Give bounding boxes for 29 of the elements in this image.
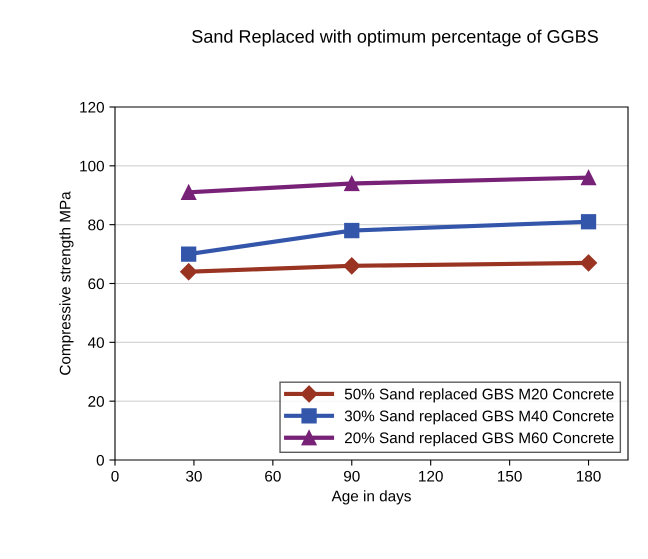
x-tick-label: 0 — [111, 470, 119, 482]
point — [180, 263, 198, 280]
point — [344, 176, 360, 192]
point — [181, 246, 196, 262]
x-tick-label: 90 — [344, 470, 360, 482]
chart-title: Sand Replaced with optimum percentage of GGBS — [192, 30, 598, 46]
y-axis-title: Compressive strength MPa — [59, 191, 74, 375]
x-tick-label: 150 — [498, 470, 522, 482]
legend-label: 30% Sand replaced GBS M40 Concrete — [344, 410, 614, 424]
point — [580, 214, 596, 230]
y-tick-label: 60 — [88, 278, 104, 290]
x-tick-label: 180 — [576, 470, 601, 482]
y-tick-label: 40 — [88, 337, 104, 348]
point — [580, 170, 596, 186]
y-tick-label: 80 — [88, 220, 104, 230]
legend-label: 20% Sand replaced GBS M60 Concrete — [344, 432, 614, 446]
x-tick-label: 120 — [419, 470, 443, 482]
y-tick-label: 20 — [88, 396, 104, 407]
y-tick-label: 120 — [80, 102, 104, 113]
point — [343, 257, 360, 274]
x-tick-label: 30 — [186, 470, 202, 482]
legend-label: 50% Sand replaced GBS M20 Concrete — [344, 388, 614, 402]
y-tick-label: 0 — [96, 454, 104, 466]
y-tick-label: 100 — [80, 160, 104, 172]
x-axis-title: Age in days — [332, 490, 411, 504]
x-tick-label: 60 — [265, 470, 281, 482]
point — [580, 254, 598, 272]
point — [344, 222, 360, 238]
point — [181, 184, 196, 200]
